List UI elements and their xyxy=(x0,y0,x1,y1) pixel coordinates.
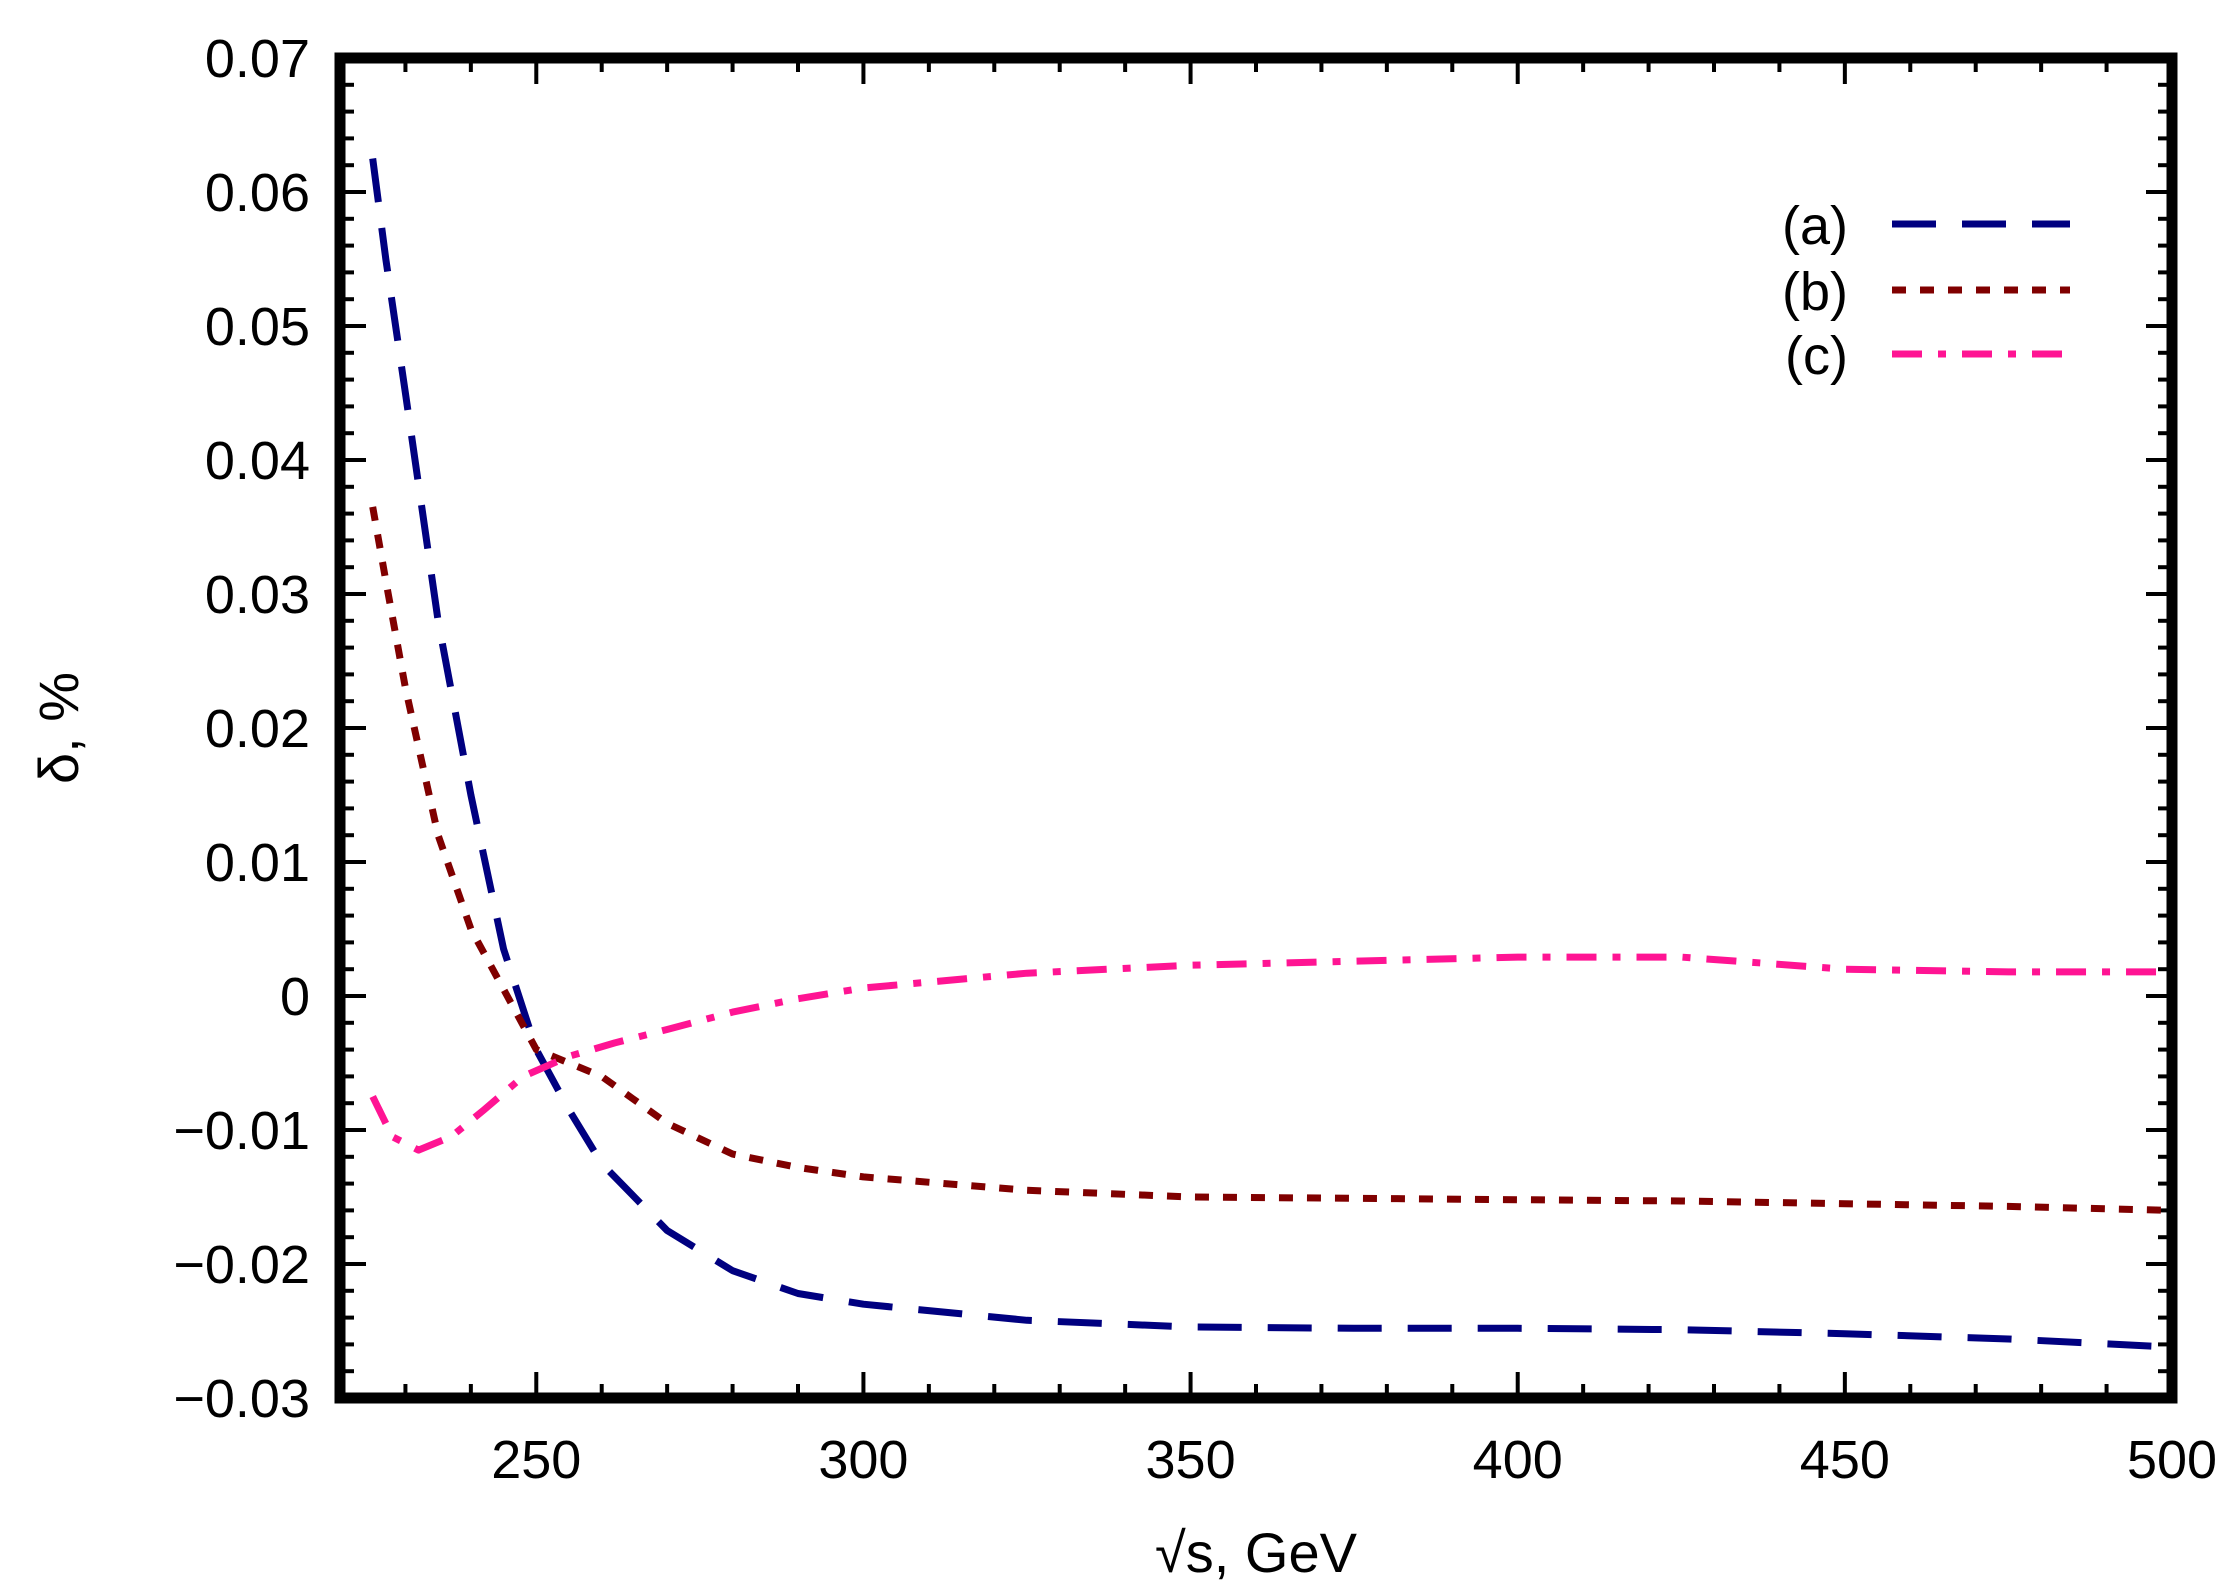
tick-labels: 0.07 0.06 0.05 0.04 0.03 0.02 0.01 0 −0.01 −0.02 −… xyxy=(173,29,2217,1490)
y-tick-label: 0.01 xyxy=(205,833,310,893)
x-tick-label: 300 xyxy=(818,1430,908,1490)
x-tick-label: 400 xyxy=(1473,1430,1563,1490)
legend-label-c: (c) xyxy=(1785,326,1848,386)
y-tick-label: −0.02 xyxy=(173,1235,310,1295)
legend-label-b: (b) xyxy=(1782,262,1848,322)
legend: (a)(b)(c) xyxy=(1782,196,2070,386)
y-tick-label: 0.06 xyxy=(205,163,310,223)
series-line-c xyxy=(369,953,2172,1154)
x-axis-label: √s, GeV xyxy=(1155,1521,1358,1584)
y-tick-label: 0.07 xyxy=(205,29,310,89)
series-lines xyxy=(369,158,2172,1351)
y-axis-label: δ, % xyxy=(27,672,90,784)
x-tick-label: 350 xyxy=(1146,1430,1236,1490)
y-tick-label: 0.03 xyxy=(205,565,310,625)
y-tick-label: 0.05 xyxy=(205,297,310,357)
x-tick-label: 500 xyxy=(2127,1430,2217,1490)
y-tick-label: 0 xyxy=(280,967,310,1027)
y-tick-label: −0.01 xyxy=(173,1101,310,1161)
x-tick-label: 450 xyxy=(1800,1430,1890,1490)
series-line-b xyxy=(369,506,2172,1214)
x-tick-label: 250 xyxy=(491,1430,581,1490)
series-line-a xyxy=(369,158,2172,1351)
y-tick-label: 0.04 xyxy=(205,431,310,491)
y-tick-label: 0.02 xyxy=(205,699,310,759)
legend-label-a: (a) xyxy=(1782,196,1848,256)
plot-frame xyxy=(334,52,2178,1404)
y-tick-label: −0.03 xyxy=(173,1369,310,1429)
